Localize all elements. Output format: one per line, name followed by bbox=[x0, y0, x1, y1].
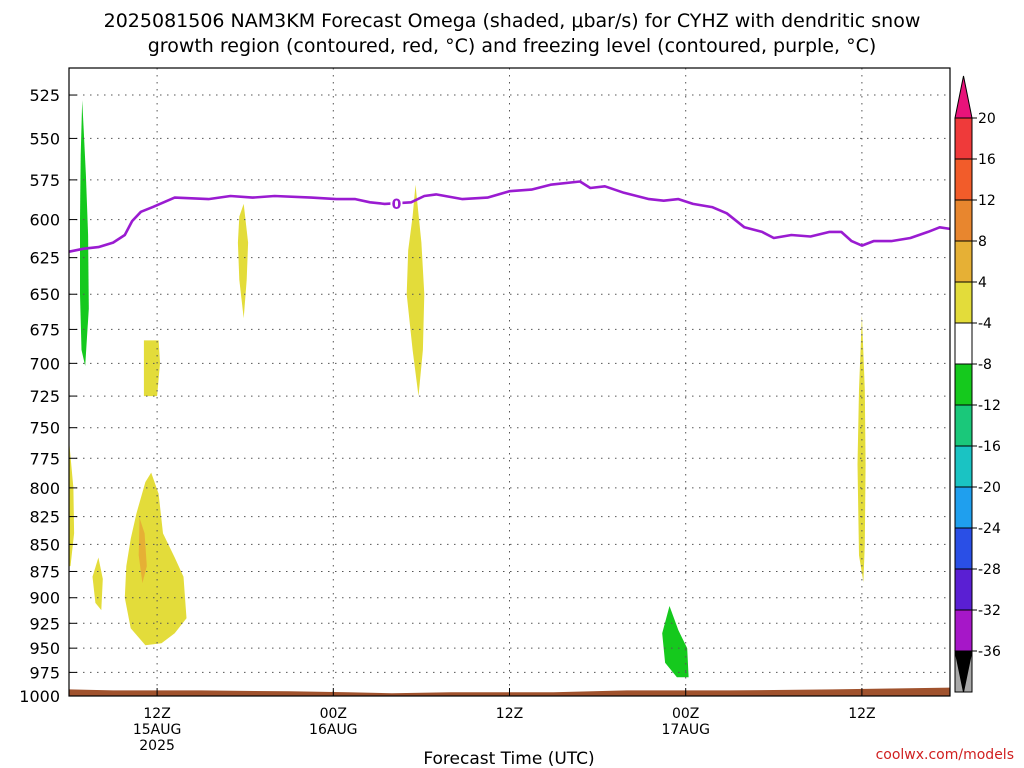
x-tick-label-h42-2: 17AUG bbox=[661, 722, 710, 738]
colorbar-label-3: 12 bbox=[978, 193, 996, 209]
colorbar-label-6: -4 bbox=[978, 316, 992, 332]
y-tick-label-525: 525 bbox=[29, 86, 60, 105]
colorbar-label-12: -28 bbox=[978, 562, 1001, 578]
colorbar-label-14: -36 bbox=[978, 644, 1001, 660]
y-tick-label-1000: 1000 bbox=[19, 687, 60, 706]
chart-title-line-1: 2025081506 NAM3KM Forecast Omega (shaded… bbox=[104, 10, 921, 32]
freezing-level-line bbox=[68, 180, 951, 253]
colorbar-bin-8 bbox=[954, 404, 973, 447]
gridlines bbox=[69, 68, 950, 697]
y-tick-label-900: 900 bbox=[29, 589, 60, 608]
freezing-level-label: 0 bbox=[392, 197, 402, 213]
y-tick-label-750: 750 bbox=[29, 419, 60, 438]
colorbar-label-9: -16 bbox=[978, 439, 1001, 455]
freezing-level-layer: 0 bbox=[68, 180, 951, 253]
x-tick-label-h6-1: 12Z bbox=[143, 706, 170, 722]
omega-fill-layer bbox=[69, 100, 866, 678]
omega-region-5 bbox=[124, 472, 187, 646]
colorbar: 20 16 12 8 4 -4 -8 -12 -16 -20 -24 -28 -32 -36 bbox=[954, 75, 1001, 693]
colorbar-bin-bottom-triangle bbox=[954, 650, 973, 693]
y-tick-label-575: 575 bbox=[29, 171, 60, 190]
y-tick-label-725: 725 bbox=[29, 387, 60, 406]
x-tick-label-h6-2: 15AUG bbox=[133, 722, 182, 738]
colorbar-bin-1 bbox=[954, 117, 973, 160]
terrain-layer bbox=[69, 687, 950, 696]
omega-region-2 bbox=[237, 203, 249, 319]
terrain-band bbox=[69, 687, 950, 696]
x-tick-label-h54-1: 12Z bbox=[848, 706, 875, 722]
omega-region-9 bbox=[857, 315, 866, 583]
x-tick-label-h18-1: 00Z bbox=[320, 706, 347, 722]
x-tick-label-h6-3: 2025 bbox=[139, 738, 175, 754]
y-tick-label-775: 775 bbox=[29, 449, 60, 468]
colorbar-bin-2 bbox=[954, 158, 973, 201]
y-axis-ticks: 525 550 575 600 625 650 675 700 725 750 775 800 825 8… bbox=[19, 86, 77, 706]
colorbar-label-8: -12 bbox=[978, 398, 1001, 414]
x-axis-label: Forecast Time (UTC) bbox=[423, 749, 594, 768]
colorbar-label-11: -24 bbox=[978, 521, 1001, 537]
y-tick-label-675: 675 bbox=[29, 320, 60, 339]
colorbar-bin-12 bbox=[954, 568, 973, 611]
credit-link[interactable]: coolwx.com/models bbox=[876, 747, 1014, 763]
colorbar-bin-10 bbox=[954, 486, 973, 529]
colorbar-label-4: 8 bbox=[978, 234, 987, 250]
omega-region-7 bbox=[92, 557, 103, 611]
colorbar-bin-4 bbox=[954, 240, 973, 283]
colorbar-bin-9 bbox=[954, 445, 973, 488]
x-tick-label-h18-2: 16AUG bbox=[309, 722, 358, 738]
plot-frame bbox=[68, 67, 951, 697]
colorbar-bin-top-triangle bbox=[954, 75, 973, 119]
omega-region-1 bbox=[80, 100, 89, 367]
x-tick-label-h30-1: 12Z bbox=[496, 706, 523, 722]
y-tick-label-950: 950 bbox=[29, 639, 60, 658]
colorbar-label-2: 16 bbox=[978, 152, 996, 168]
y-tick-label-650: 650 bbox=[29, 285, 60, 304]
colorbar-bin-5 bbox=[954, 281, 973, 324]
colorbar-bin-11 bbox=[954, 527, 973, 570]
y-tick-label-925: 925 bbox=[29, 614, 60, 633]
y-tick-label-850: 850 bbox=[29, 535, 60, 554]
omega-region-10 bbox=[662, 606, 689, 678]
colorbar-bin-6 bbox=[954, 322, 973, 365]
chart-title-line-2: growth region (contoured, red, °C) and f… bbox=[148, 35, 877, 57]
y-tick-label-550: 550 bbox=[29, 129, 60, 148]
colorbar-label-5: 4 bbox=[978, 275, 987, 291]
omega-region-4 bbox=[143, 340, 160, 397]
omega-region-6 bbox=[138, 517, 147, 584]
omega-region-3 bbox=[406, 184, 425, 397]
y-tick-label-625: 625 bbox=[29, 249, 60, 268]
y-tick-label-700: 700 bbox=[29, 354, 60, 373]
y-tick-label-875: 875 bbox=[29, 562, 60, 581]
y-tick-label-800: 800 bbox=[29, 479, 60, 498]
colorbar-label-7: -8 bbox=[978, 357, 992, 373]
y-tick-label-600: 600 bbox=[29, 211, 60, 230]
colorbar-bin-7 bbox=[954, 363, 973, 406]
colorbar-bin-3 bbox=[954, 199, 973, 242]
omega-region-8 bbox=[69, 440, 75, 567]
colorbar-label-1: 20 bbox=[978, 111, 996, 127]
colorbar-label-10: -20 bbox=[978, 480, 1001, 496]
freezing-level-label-bg bbox=[390, 195, 403, 211]
y-tick-label-975: 975 bbox=[29, 663, 60, 682]
y-tick-label-825: 825 bbox=[29, 508, 60, 527]
x-tick-label-h42-1: 00Z bbox=[672, 706, 699, 722]
colorbar-bin-13 bbox=[954, 609, 973, 652]
colorbar-label-13: -32 bbox=[978, 603, 1001, 619]
